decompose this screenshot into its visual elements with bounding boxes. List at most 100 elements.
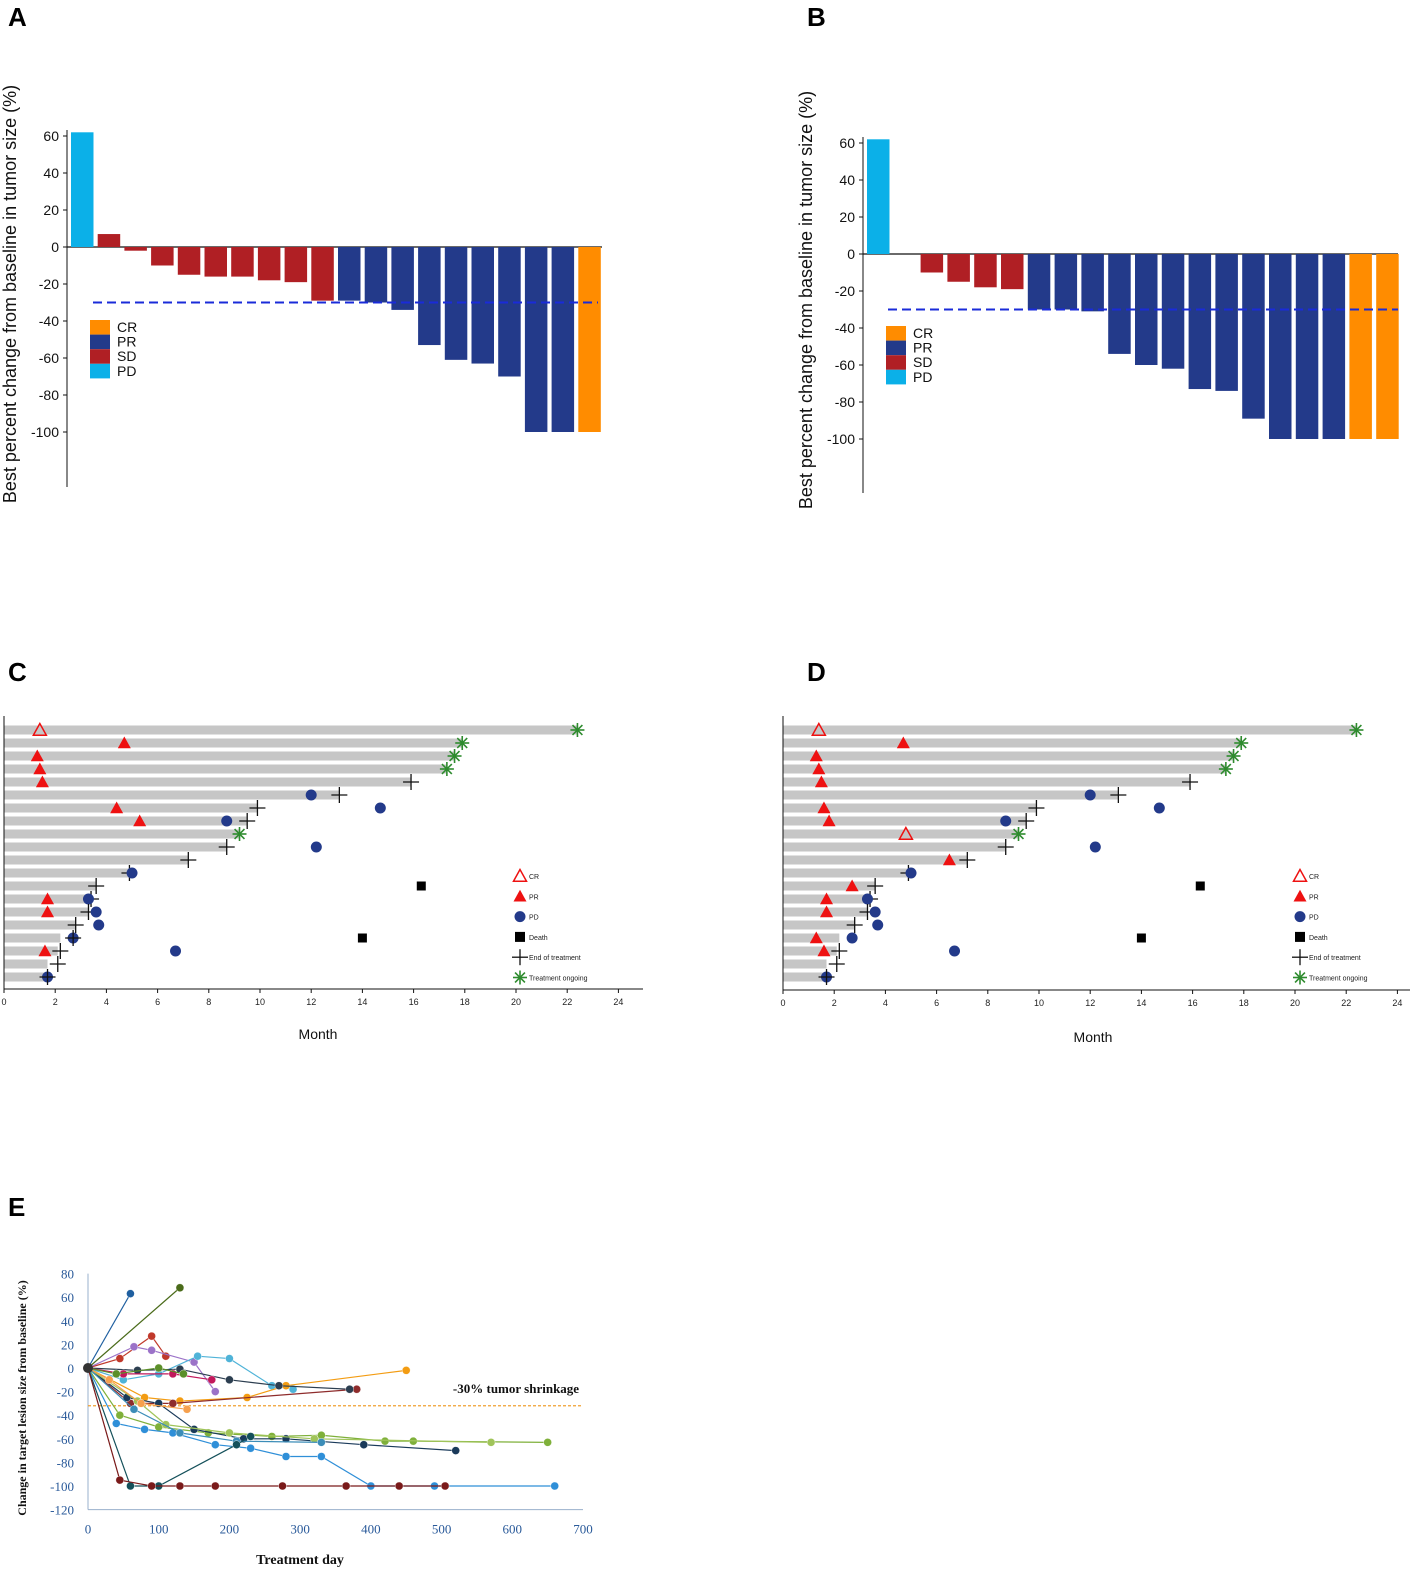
series-point: [147, 1331, 156, 1341]
bar: [1269, 254, 1292, 439]
series-point: [211, 1387, 220, 1396]
series-point: [105, 1375, 114, 1385]
pr-marker: [845, 879, 859, 892]
pr-marker: [35, 775, 49, 788]
series-point: [182, 1405, 192, 1414]
series-point: [543, 1438, 552, 1447]
x-tick-label: 700: [573, 1522, 593, 1537]
pr-marker: [30, 749, 44, 762]
swim-lane: [4, 803, 258, 813]
pd-marker: [305, 789, 317, 801]
pr-marker: [133, 814, 147, 827]
swim-lane: [4, 829, 240, 839]
swim-lane: [783, 959, 827, 969]
x-tick-label: 4: [883, 998, 888, 1008]
pr-marker: [110, 801, 124, 814]
y-tick-label: 60: [839, 135, 855, 151]
legend-ongoing-icon: [1293, 970, 1307, 985]
bar: [311, 247, 334, 301]
series-point: [211, 1481, 220, 1491]
x-tick-label: 16: [1188, 998, 1198, 1008]
end-treatment-marker: [331, 787, 348, 803]
x-tick-label: 2: [53, 997, 58, 1007]
ongoing-marker: [1349, 723, 1364, 737]
y-tick-label: -80: [835, 394, 855, 410]
end-treatment-marker: [867, 878, 884, 894]
x-tick-label: 24: [1392, 998, 1402, 1008]
legend-swatch: [90, 320, 110, 335]
legend-label: PR: [913, 340, 932, 356]
death-marker: [416, 881, 426, 891]
series-line: [87, 1367, 456, 1452]
swim-lane: [783, 803, 1037, 813]
y-tick-label: -40: [835, 320, 855, 336]
star-ray: [234, 828, 246, 840]
bar: [444, 247, 468, 360]
swim-lane: [783, 816, 1027, 826]
swim-lane: [783, 738, 1242, 748]
y-tick-label: 60: [61, 1290, 74, 1305]
series-point: [225, 1428, 234, 1438]
swim-lane: [783, 946, 837, 956]
pr-marker: [812, 762, 826, 775]
bar: [71, 132, 94, 247]
x-tick-label: 20: [511, 997, 521, 1007]
pr-marker: [41, 905, 55, 918]
series-point: [147, 1481, 156, 1491]
swim-lane: [4, 959, 48, 969]
pd-marker: [170, 945, 182, 957]
y-tick-label: 0: [68, 1361, 75, 1376]
pd-marker: [1089, 841, 1101, 853]
legend-swatch: [886, 355, 906, 370]
series-point: [112, 1419, 121, 1428]
swim-lane: [783, 777, 1191, 787]
pr-marker: [809, 931, 823, 944]
swim-lane: [4, 790, 340, 800]
y-tick-label: 40: [61, 1314, 74, 1329]
bar: [204, 247, 227, 277]
swim-lane: [783, 829, 1019, 839]
bar: [471, 247, 494, 364]
series-point: [115, 1354, 125, 1363]
legend-label: SD: [117, 348, 136, 364]
end-treatment-marker: [831, 943, 848, 959]
x-tick-label: 6: [934, 998, 939, 1008]
legend-cr-icon: [512, 867, 528, 882]
series-line: [87, 1367, 357, 1405]
series-point: [115, 1410, 125, 1420]
end-treatment-marker: [39, 969, 56, 985]
series-point: [246, 1444, 255, 1453]
series-point: [211, 1440, 220, 1449]
pr-marker: [817, 801, 831, 814]
legend-death-icon: [515, 931, 525, 942]
star-ray: [449, 750, 461, 762]
pr-marker: [942, 853, 956, 866]
y-axis-label: Best percent change from baseline in tum…: [0, 85, 20, 503]
legend-swatch: [886, 326, 906, 341]
bar: [974, 254, 997, 288]
series-point: [154, 1422, 163, 1432]
x-axis-label: Treatment day: [256, 1553, 344, 1568]
series-point: [189, 1425, 199, 1434]
series-point: [341, 1481, 351, 1491]
bar: [231, 247, 254, 277]
series-point: [352, 1385, 361, 1394]
x-tick-label: 22: [562, 997, 572, 1007]
bar: [151, 247, 174, 266]
bar: [867, 139, 890, 254]
y-tick-label: 40: [839, 172, 855, 188]
legend-pr-icon: [513, 889, 527, 902]
y-tick-label: 20: [839, 209, 855, 225]
x-tick-label: 600: [503, 1522, 523, 1537]
end-treatment-marker: [403, 774, 420, 790]
end-treatment-marker: [828, 956, 845, 972]
pr-marker: [814, 775, 828, 788]
y-tick-label: -100: [50, 1479, 74, 1494]
bar: [1027, 254, 1051, 310]
legend-end-icon: [512, 949, 528, 966]
death-marker: [1195, 881, 1205, 891]
bar: [920, 254, 944, 273]
end-treatment-marker: [1182, 774, 1199, 790]
star-ray: [1350, 724, 1362, 736]
legend-label: CR: [117, 319, 137, 335]
